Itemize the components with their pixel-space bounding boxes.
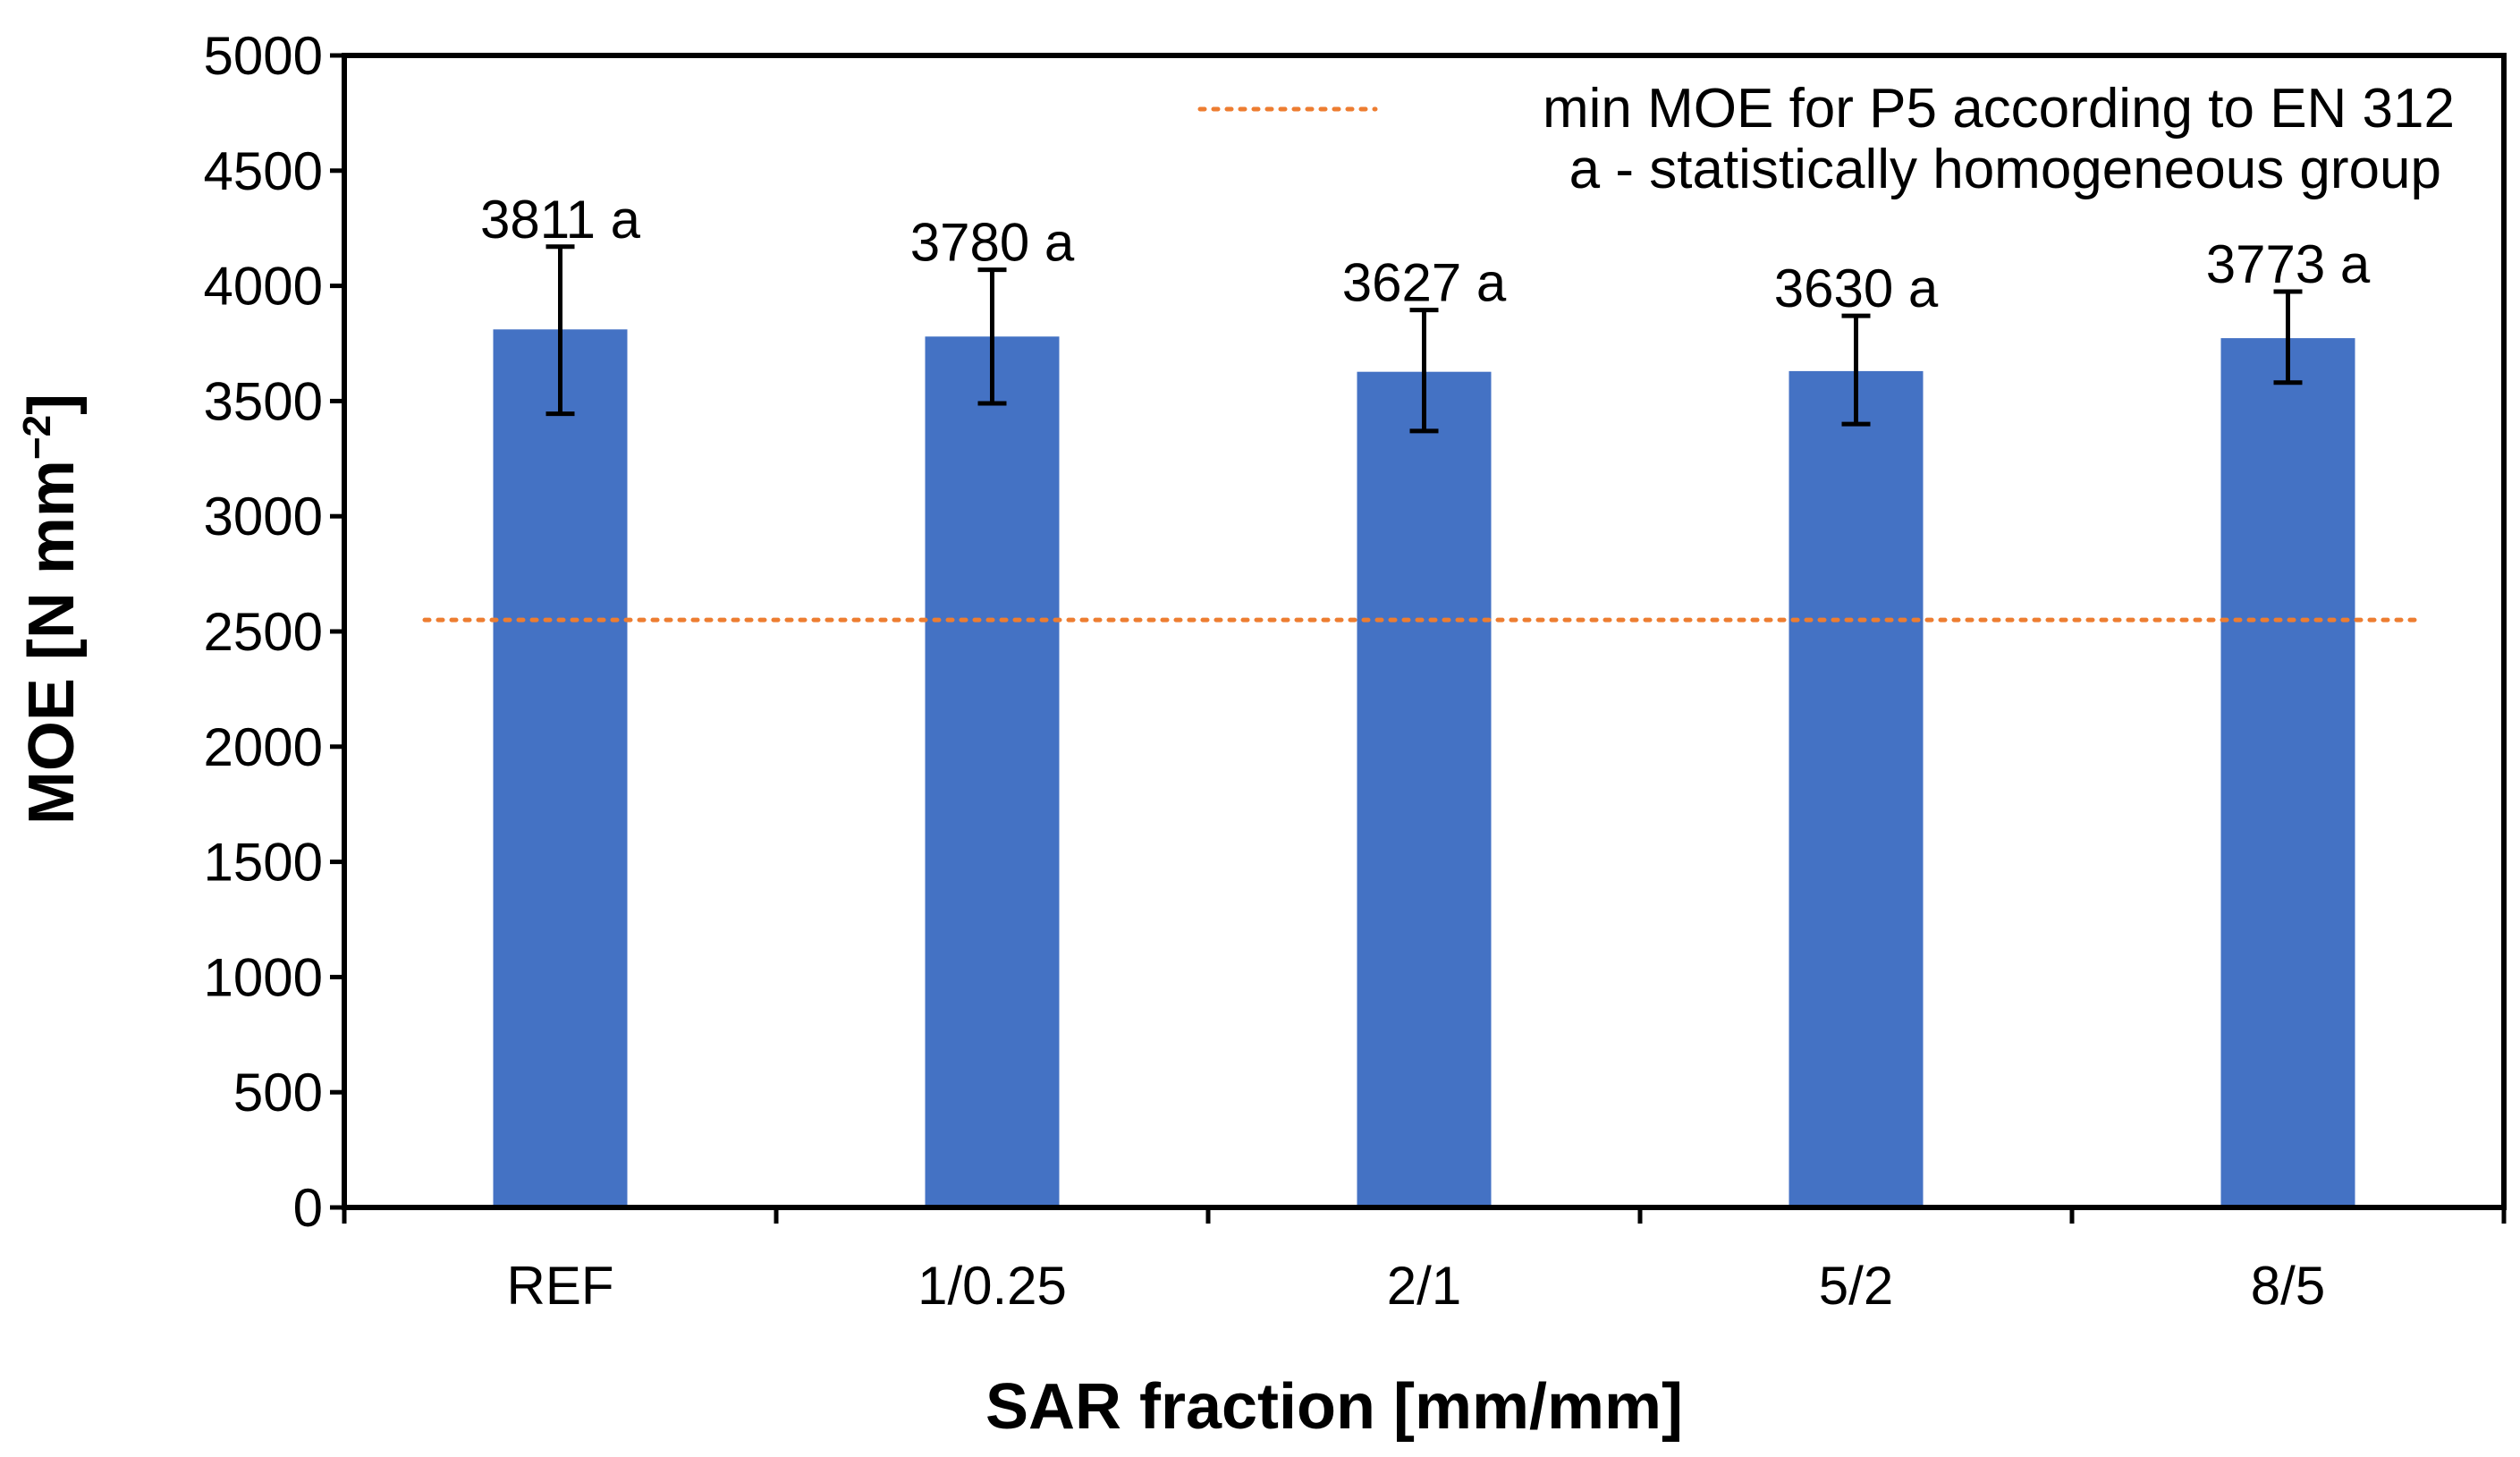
plot-frame xyxy=(342,53,2507,1210)
bar-2 xyxy=(1357,371,1492,1207)
legend-label-reference-line: min MOE for P5 according to EN 312 xyxy=(1543,78,2455,140)
y-axis-title-main: MOE [N mm xyxy=(16,460,88,825)
x-tick-label: 5/2 xyxy=(1819,1256,1893,1316)
data-label: 3780 a xyxy=(910,213,1075,273)
y-tick-label: 3500 xyxy=(204,371,323,431)
x-tick-label: REF xyxy=(507,1256,614,1316)
y-tick-label: 4500 xyxy=(204,141,323,201)
y-axis-title-end: ] xyxy=(16,394,88,415)
y-tick-label: 1500 xyxy=(204,833,323,893)
y-tick-label: 5000 xyxy=(204,26,323,86)
x-tick-label: 8/5 xyxy=(2251,1256,2325,1316)
bar-4 xyxy=(2220,338,2355,1207)
y-tick-label: 500 xyxy=(233,1063,323,1122)
bars xyxy=(493,329,2355,1208)
y-axis-title: MOE [N mm−2] xyxy=(15,394,88,825)
y-axis-title-superscript: −2 xyxy=(15,415,59,460)
bar-1 xyxy=(925,336,1060,1208)
data-label: 3630 a xyxy=(1774,258,1939,318)
y-tick-label: 1000 xyxy=(204,947,323,1007)
data-label: 3811 a xyxy=(480,190,641,250)
x-tick-label: 2/1 xyxy=(1387,1256,1461,1316)
bar-0 xyxy=(493,329,628,1208)
y-tick-label: 4000 xyxy=(204,257,323,317)
data-labels: 3811 a 3780 a 3627 a 3630 a 3773 a xyxy=(480,190,2371,318)
y-axis-ticks: 0 500 1000 1500 2000 2500 3000 3500 4000 4500 5000 xyxy=(204,26,344,1238)
plot-area-border xyxy=(342,53,2507,1210)
y-tick-label: 2000 xyxy=(204,717,323,777)
x-tick-label: 1/0.25 xyxy=(918,1256,1067,1316)
error-bars xyxy=(545,244,2303,434)
bar-3 xyxy=(1789,370,1924,1207)
legend: min MOE for P5 according to EN 312 a - s… xyxy=(1197,78,2455,200)
y-tick-label: 3000 xyxy=(204,487,323,546)
x-axis-ticks: REF 1/0.25 2/1 5/2 8/5 xyxy=(342,1207,2507,1316)
x-axis-title: SAR fraction [mm/mm] xyxy=(985,1371,1683,1443)
y-tick-label: 0 xyxy=(293,1178,323,1238)
annotation-homogeneous-group: a - statistically homogeneous group xyxy=(1569,139,2441,200)
y-tick-label: 2500 xyxy=(204,602,323,662)
data-label: 3627 a xyxy=(1342,253,1507,313)
data-label: 3773 a xyxy=(2206,234,2371,294)
